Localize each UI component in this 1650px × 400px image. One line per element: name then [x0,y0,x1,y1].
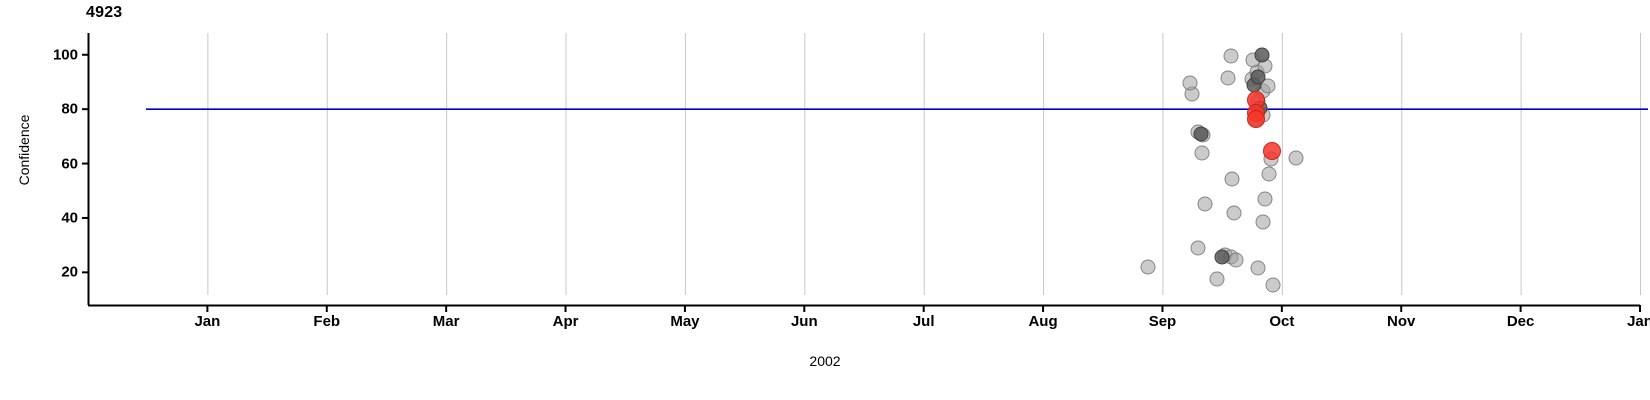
data-point [1223,48,1238,64]
y-tick-label-100: 100 [52,46,78,64]
x-tick-label-oct-9: Oct [1269,313,1295,330]
data-point [1255,214,1271,230]
data-point [1254,47,1270,63]
x-tick-label-sep-8: Sep [1148,313,1177,330]
data-point [1250,69,1266,85]
data-point [1220,70,1236,86]
data-point [1224,171,1240,187]
x-tick-marks [206,305,1641,312]
x-tick-label-jun-5: Jun [790,313,818,330]
x-tick-label-feb-1: Feb [313,313,341,330]
data-point [1140,259,1156,275]
y-tick-label-20: 20 [61,263,78,281]
x-tick-label-jan-0: Jan [194,313,221,330]
data-point [1226,205,1242,221]
data-point [1250,260,1266,276]
data-point [1214,249,1230,265]
data-point [1261,166,1277,182]
data-point [1193,126,1209,142]
data-point [1197,196,1213,212]
x-tick-label-nov-10: Nov [1387,313,1416,330]
x-tick-label-dec-11: Dec [1506,313,1535,330]
y-tick-label-40: 40 [61,209,78,227]
data-point [1190,240,1206,256]
x-tick-label-mar-2: Mar [432,313,460,330]
x-tick-label-aug-7: Aug [1028,313,1058,330]
data-point [1209,271,1225,287]
data-point [1257,191,1273,207]
data-point [1194,145,1210,161]
data-point [1288,150,1304,166]
x-tick-label-apr-3: Apr [552,313,579,330]
x-tick-label-jul-6: Jul [912,313,935,330]
plot-area [88,33,1640,305]
data-point [1228,252,1244,268]
y-tick-labels: 20 40 60 80 100 [0,0,78,400]
data-point [1182,75,1198,91]
data-point [1265,277,1281,293]
x-tick-label-jan-12: Jan [1627,313,1650,330]
x-tick-label-may-4: May [670,313,700,330]
chart-title: 4923 [86,4,123,21]
y-tick-label-60: 60 [61,155,78,173]
x-axis-title: 2002 [809,353,841,369]
y-tick-label-80: 80 [61,100,78,118]
data-point [1263,142,1282,161]
data-point [1246,109,1265,128]
